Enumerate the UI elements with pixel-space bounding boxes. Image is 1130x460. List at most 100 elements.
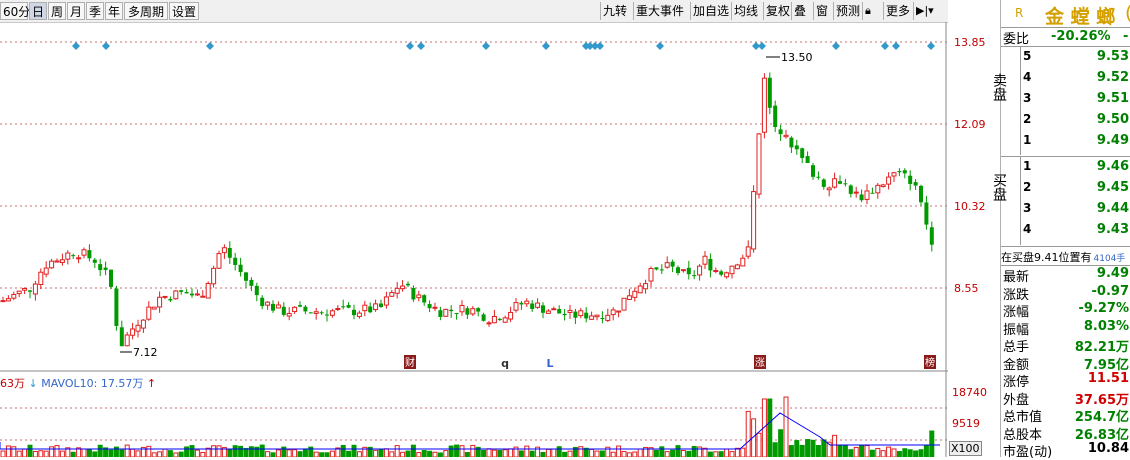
volume-bar: [432, 451, 438, 457]
tab-period-4[interactable]: 季: [86, 2, 104, 20]
ask-level: 1: [1023, 133, 1032, 147]
volume-bar: [270, 452, 276, 457]
y-tick-4: 8.55: [954, 282, 979, 295]
volume-bar: [734, 447, 740, 457]
candle-body: [432, 306, 438, 309]
tab-period-3[interactable]: 月: [67, 2, 85, 20]
volume-bar: [778, 429, 784, 457]
candle-body: [411, 287, 416, 300]
tab-5[interactable]: 叠: [791, 2, 817, 20]
volume-bar: [454, 444, 460, 457]
quote-value: 26.83亿: [1074, 427, 1129, 443]
volume-bar: [243, 448, 249, 457]
candle-body: [335, 308, 341, 311]
tab-period-1[interactable]: 日: [29, 2, 47, 20]
volume-bar: [486, 448, 492, 457]
tab-period-5[interactable]: 年: [105, 2, 123, 20]
volume-bar: [275, 449, 281, 457]
candle-body: [319, 312, 324, 314]
bid-row[interactable]: 2 9.45: [1021, 179, 1130, 197]
candle-body: [643, 283, 649, 290]
candle-body: [356, 312, 362, 317]
candle-body: [497, 318, 502, 320]
volume-bar: [880, 450, 886, 457]
candle-body: [92, 259, 97, 263]
candle-body: [789, 137, 794, 148]
candle-body: [589, 315, 595, 320]
kline-chart[interactable]: 13.50 7.12 财 q L 涨 榜: [0, 22, 948, 457]
volume-bar: [562, 451, 568, 457]
volume-bar: [556, 446, 562, 457]
quote-value: -0.97: [1091, 283, 1129, 299]
candle-body: [109, 269, 113, 287]
volume-bar: [578, 446, 584, 457]
candle-body: [346, 304, 351, 308]
volume-bar: [853, 446, 859, 457]
锁-icon[interactable]: 🔒︎: [862, 2, 885, 20]
tab-period-2[interactable]: 周: [48, 2, 66, 20]
tab-period-6[interactable]: 多周期: [124, 2, 168, 20]
volume-bar: [346, 450, 352, 457]
event-marker-box: [404, 355, 416, 369]
tab-9[interactable]: 更多: [883, 2, 917, 20]
quote-row: 涨停 11.51: [1001, 371, 1130, 390]
ask-row[interactable]: 5 9.53: [1021, 48, 1130, 66]
quote-label: 总手: [1003, 340, 1030, 355]
quote-label: 总市值: [1003, 410, 1043, 425]
candle-body: [848, 185, 853, 194]
ask-row[interactable]: 2 9.50: [1021, 111, 1130, 129]
event-diamond-icon: [542, 42, 550, 50]
ask-row[interactable]: 3 9.51: [1021, 90, 1130, 108]
volume-bar: [907, 449, 913, 457]
volume-bar: [38, 450, 44, 457]
tab-4[interactable]: 复权: [763, 2, 795, 20]
candle-body: [491, 315, 497, 324]
ask-row[interactable]: 4 9.52: [1021, 69, 1130, 87]
event-diamond-icon: [406, 42, 414, 50]
quote-value: 7.95亿: [1083, 357, 1129, 373]
volume-bar: [761, 398, 767, 457]
event-diamond-icon: [591, 42, 599, 50]
candle-body: [249, 279, 254, 286]
volume-bar: [254, 446, 260, 457]
tab-3[interactable]: 均线: [731, 2, 767, 20]
candle-body: [87, 250, 92, 259]
volume-bar: [302, 448, 308, 457]
candle-body: [81, 249, 87, 256]
candle-body: [470, 308, 476, 315]
kline-chart-area[interactable]: 13.50 7.12 财 q L 涨 榜: [0, 22, 948, 457]
volume-bar: [626, 452, 632, 457]
volume-bar: [54, 445, 60, 457]
volume-bar: [189, 445, 195, 457]
bid-row[interactable]: 3 9.44: [1021, 200, 1130, 218]
volume-bar: [869, 449, 875, 457]
event-diamond-icon: [102, 42, 110, 50]
bid-price: 9.44: [1096, 201, 1129, 216]
volume-bar: [70, 451, 76, 457]
candle-body: [265, 301, 271, 306]
candle-body: [676, 267, 680, 274]
toggle-icon[interactable]: ▶|▾: [913, 2, 948, 20]
candle-body: [32, 283, 38, 295]
candle-body: [341, 306, 346, 308]
notice-text: 在买盘9.41位置有: [1001, 251, 1092, 264]
event-diamond-icon: [586, 42, 594, 50]
ask-row[interactable]: 1 9.49: [1021, 132, 1130, 150]
tab-0[interactable]: 九转: [600, 2, 637, 20]
tab-7[interactable]: 预测: [833, 2, 866, 20]
tab-period-0[interactable]: 60分: [0, 2, 30, 20]
tab-period-7[interactable]: 设置: [169, 2, 199, 20]
candle-body: [481, 314, 486, 321]
candle-body: [200, 295, 206, 298]
ask-price: 9.49: [1096, 133, 1129, 148]
volume-bar: [308, 446, 314, 457]
tab-2[interactable]: 加自选: [690, 2, 735, 20]
candle-body: [443, 308, 449, 317]
bid-row[interactable]: 4 9.43: [1021, 221, 1130, 239]
tab-1[interactable]: 重大事件: [633, 2, 694, 20]
candle-body: [805, 156, 810, 163]
candle-body: [697, 265, 703, 276]
candle-body: [476, 308, 481, 312]
bid-row[interactable]: 1 9.46: [1021, 158, 1130, 176]
tab-6[interactable]: 窗: [813, 2, 837, 20]
